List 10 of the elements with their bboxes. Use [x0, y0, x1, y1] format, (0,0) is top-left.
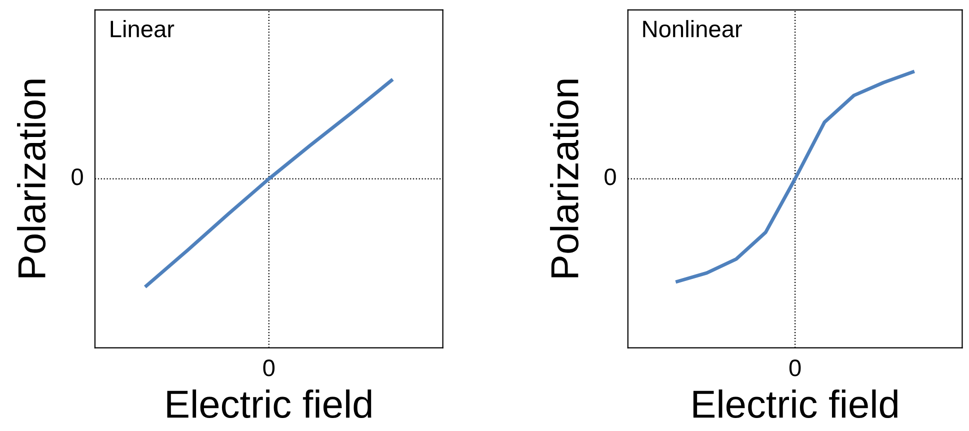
chart-title: Linear [110, 20, 174, 38]
y-axis-title: Polarization [17, 80, 46, 278]
y-axis-title: Polarization [550, 80, 579, 278]
ref-line-label: 0 [604, 168, 616, 186]
x-axis-title: Electric field [693, 389, 898, 418]
text: 0 [789, 360, 801, 376]
x-axis-title: Electric field [167, 389, 372, 418]
ref-line-label: 0 [72, 168, 83, 186]
chart-title: Nonlinear [643, 20, 742, 38]
text: 0 [263, 360, 275, 376]
